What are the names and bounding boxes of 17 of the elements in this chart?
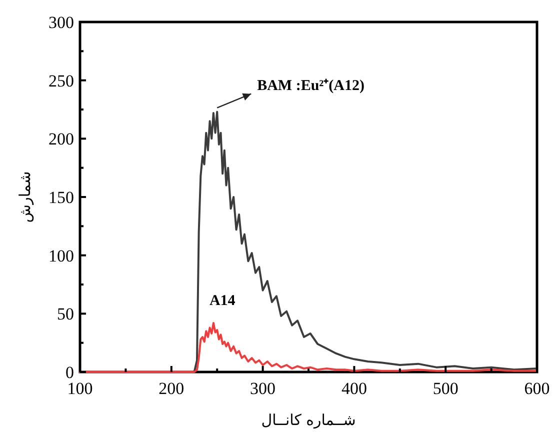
x-axis-title: شــماره کانــال [261, 411, 356, 429]
line-series [79, 322, 538, 373]
y-tick-label: 200 [48, 130, 74, 149]
y-tick-label: 50 [57, 304, 74, 324]
y-tick-label: 0 [66, 363, 74, 382]
x-tick-label: 500 [432, 379, 458, 398]
text: BAM :Eu²⁺(A12) [257, 78, 365, 94]
y-tick-label: 100 [48, 246, 74, 266]
x-tick-label: 200 [158, 379, 184, 398]
series-label: A14 [209, 293, 236, 309]
x-tick-label: 400 [341, 379, 367, 398]
x-tick-label: 600 [524, 379, 550, 398]
x-tick-label: 300 [250, 379, 276, 398]
y-tick-label: 300 [48, 13, 74, 32]
y-tick-label: 250 [48, 71, 74, 90]
y-tick-label: 150 [48, 188, 74, 207]
y-axis-title: شمارش [16, 171, 34, 223]
